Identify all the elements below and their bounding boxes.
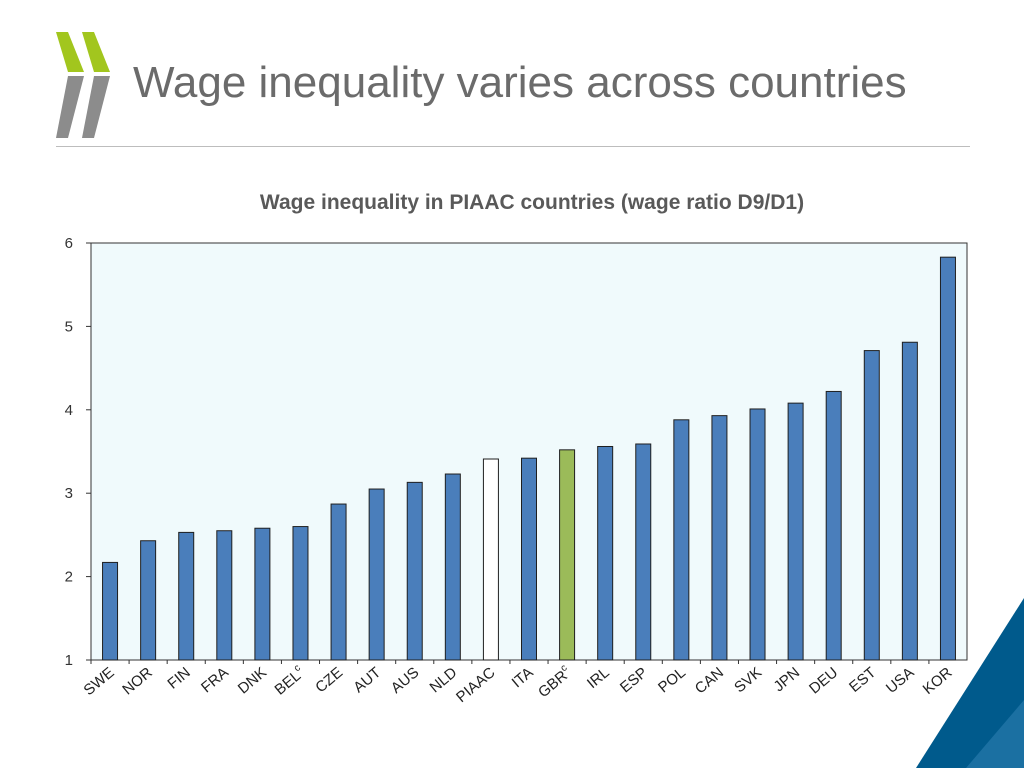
bars (102, 256, 956, 661)
bar-bel (292, 526, 309, 661)
bar-est (863, 350, 880, 661)
bar-kor (939, 256, 956, 661)
bar-irl (597, 445, 614, 661)
y-tick-label: 3 (65, 485, 73, 502)
y-tick-label: 2 (65, 569, 73, 586)
bar-aut (368, 488, 385, 661)
bar-pol (673, 419, 690, 661)
chart-title: Wage inequality in PIAAC countries (wage… (260, 191, 804, 214)
y-tick-label: 5 (65, 318, 73, 335)
bar-dnk (254, 527, 271, 661)
bar-nld (444, 473, 461, 661)
oecd-logo-icon (56, 32, 110, 138)
corner-triangle-light (966, 700, 1024, 768)
title-divider (56, 146, 970, 147)
y-axis: 1 2 3 4 5 6 (65, 235, 91, 669)
bar-usa (901, 341, 918, 661)
bar-ita (521, 457, 537, 661)
bar-jpn (787, 402, 804, 661)
y-tick-label: 6 (65, 235, 73, 252)
bar-esp (635, 443, 652, 661)
logo-chevron-green-right (82, 32, 110, 72)
corner-triangle-blue (916, 598, 1024, 768)
bar-svk (749, 408, 766, 661)
bar-can (711, 415, 728, 661)
logo-chevron-green-left (56, 32, 84, 72)
slide-title: Wage inequality varies across countries (133, 58, 907, 107)
bar-swe (102, 561, 119, 661)
y-tick-label: 1 (65, 652, 73, 669)
logo-chevron-gray-left (56, 76, 84, 138)
bar-fra (216, 530, 233, 661)
logo-chevron-gray-right (82, 76, 110, 138)
bar-fin (178, 531, 195, 661)
category-superscript: c (292, 663, 303, 675)
bar-gbr (559, 449, 576, 661)
bar-deu (825, 390, 842, 661)
y-tick-label: 4 (65, 402, 73, 419)
bar-aus (406, 481, 423, 661)
category-superscript: c (559, 663, 570, 675)
bar-nor (140, 540, 157, 661)
bar-cze (330, 503, 347, 661)
bar-piaac (482, 458, 499, 661)
